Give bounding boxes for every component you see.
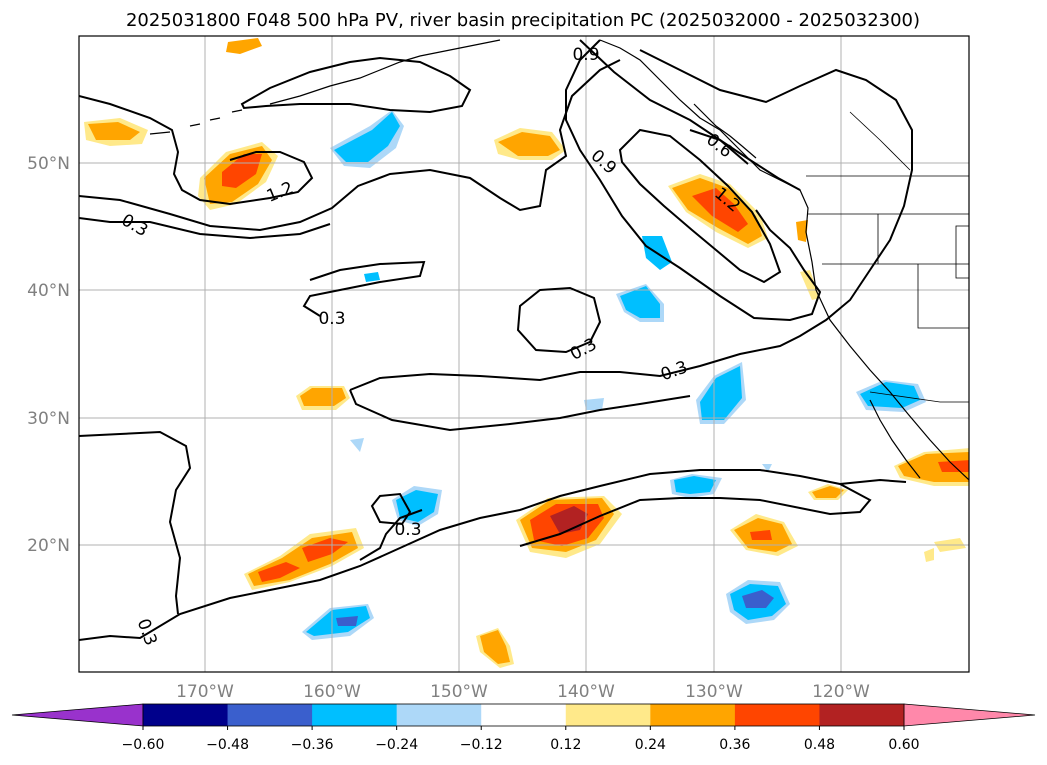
colorbar-tick-label: 0.36 — [719, 737, 750, 753]
precip-blob — [498, 132, 560, 156]
pv-contour-1.2-west — [79, 95, 314, 206]
pv-contour-0.9-ridge — [565, 39, 822, 322]
aleutian-coast — [269, 39, 501, 105]
colorbar-extend-high — [903, 703, 1036, 727]
lat-label: 30°N — [27, 409, 70, 429]
colorbar-tick-label: 0.12 — [550, 737, 581, 753]
colorbar-cell — [565, 704, 651, 726]
colorbar-tick-label: −0.48 — [206, 737, 249, 753]
us-mexico-border — [869, 391, 969, 403]
precip-blob — [700, 366, 742, 420]
colorbar-tick-label: −0.24 — [375, 737, 418, 753]
precip-blob — [364, 272, 380, 282]
precip-shading — [84, 38, 969, 668]
pv-contour-0.3-mid — [302, 260, 426, 317]
precip-blob — [800, 270, 820, 300]
pv-contour-0.9-west — [79, 59, 621, 232]
pv-contours — [79, 39, 913, 641]
colorbar-cell — [312, 704, 398, 726]
contour-label: 0.9 — [572, 45, 599, 65]
precip-blob — [750, 530, 772, 540]
graticule — [79, 36, 969, 672]
pv-contour-0.3-small — [370, 492, 412, 526]
pv-contour-0.3-east — [839, 478, 907, 485]
colorbar-tick-label: −0.60 — [122, 737, 165, 753]
north-america-coast — [599, 39, 969, 481]
precip-blob — [812, 486, 844, 498]
precip-blob — [258, 562, 300, 582]
precip-blob — [336, 616, 358, 626]
state-borders-east — [955, 225, 969, 279]
political-borders — [806, 111, 969, 403]
bc-islands — [693, 103, 757, 159]
lat-label: 20°N — [27, 536, 70, 556]
colorbar-cell — [227, 704, 313, 726]
latitude-labels: 50°N 40°N 30°N 20°N — [27, 154, 70, 556]
lon-label: 150°W — [430, 682, 488, 702]
contour-label: 0.3 — [394, 520, 421, 540]
baja-peninsula — [869, 399, 921, 479]
precip-blob — [762, 464, 772, 472]
coastlines — [149, 39, 969, 481]
colorbar-cell — [819, 704, 905, 726]
longitude-labels: 170°W 160°W 150°W 140°W 130°W 120°W — [176, 682, 870, 702]
colorbar-tick-label: 0.24 — [635, 737, 666, 753]
aleutian-islands — [149, 109, 243, 135]
precip-blob — [302, 538, 348, 562]
precip-blob — [550, 506, 588, 534]
pv-contour-0.3-band-north — [349, 49, 913, 391]
pv-contour-0.3-circle — [516, 286, 602, 354]
map-title: 2025031800 F048 500 hPa PV, river basin … — [126, 10, 920, 31]
precip-blob — [924, 548, 934, 562]
pv-contour-0.3-north — [240, 56, 472, 114]
lon-label: 120°W — [812, 682, 870, 702]
colorbar-extend-low — [11, 703, 144, 727]
pv-contour-0.3-band-south — [79, 469, 872, 641]
colorbar-cell — [734, 704, 820, 726]
colorbar-cell — [650, 704, 736, 726]
colorbar-frame — [142, 703, 905, 727]
precip-blob — [334, 112, 400, 162]
pv-contour-0.3-band-mid — [349, 389, 691, 432]
lat-label: 40°N — [27, 281, 70, 301]
precip-blob — [898, 452, 969, 482]
state-borders — [808, 213, 969, 329]
colorbar-tick-label: −0.36 — [291, 737, 334, 753]
precip-blob — [226, 38, 262, 54]
pv-contour-0.6-inner — [689, 129, 749, 165]
colorbar-cell — [143, 704, 229, 726]
lon-label: 130°W — [685, 682, 743, 702]
map-frame — [78, 35, 970, 673]
lon-label: 140°W — [557, 682, 615, 702]
pv-contour-1.2-ridge — [618, 128, 782, 284]
pv-contour-0.3-west — [79, 217, 331, 240]
precip-blob — [300, 388, 346, 406]
precip-blob — [674, 476, 716, 494]
precip-blob — [88, 122, 140, 140]
precip-blob — [742, 590, 774, 608]
colorbar-cell — [396, 704, 482, 726]
province-border — [849, 111, 911, 171]
colorbar-tick-label: 0.60 — [888, 737, 919, 753]
colorbar-tick-label: −0.12 — [460, 737, 503, 753]
colorbar-cell — [481, 704, 567, 726]
precip-blob — [480, 630, 510, 664]
lat-label: 50°N — [27, 154, 70, 174]
colorbar: −0.60 −0.48 −0.36 −0.24 −0.12 0.12 0.24 0.36 0.4… — [11, 703, 1036, 753]
pv-contour-0.3-sw — [79, 430, 192, 615]
precip-blob — [692, 188, 748, 232]
precip-blob — [796, 220, 808, 242]
precip-blob — [584, 398, 604, 410]
colorbar-tick-label: 0.48 — [804, 737, 835, 753]
pv-contour-0.6-ridge — [579, 39, 801, 191]
lon-label: 170°W — [176, 682, 234, 702]
lon-label: 160°W — [303, 682, 361, 702]
contour-label: 0.3 — [318, 309, 345, 329]
precip-blob — [350, 438, 364, 452]
precip-blob — [396, 490, 438, 522]
precip-blob — [620, 286, 660, 318]
map-panel: 0.9 0.6 0.9 1.2 1.2 0.3 0.3 0.3 0.3 0.3 … — [78, 35, 970, 673]
